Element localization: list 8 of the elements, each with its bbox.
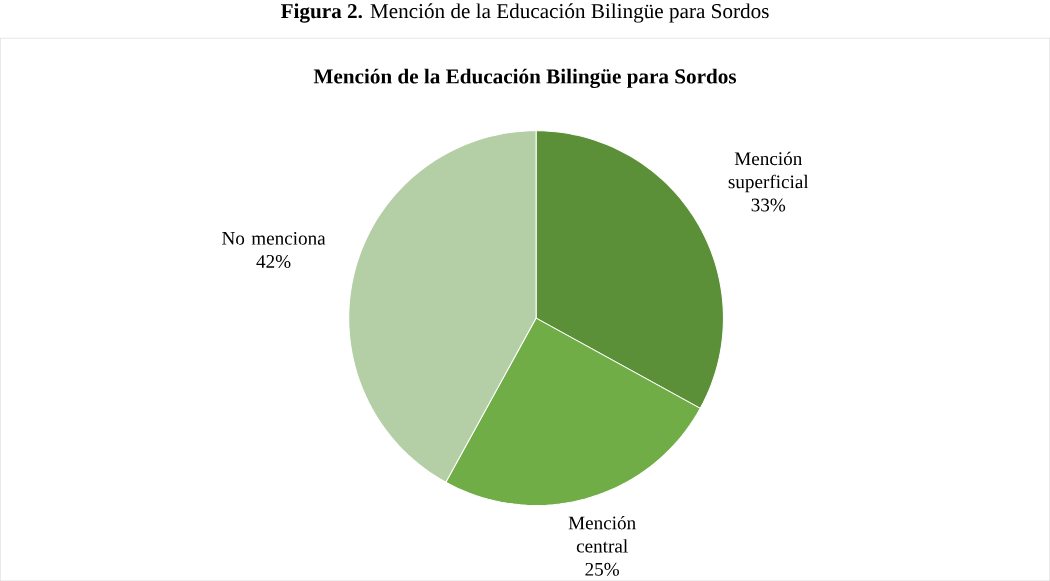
data-label: 42%	[256, 254, 291, 268]
data-label: 33%	[751, 198, 786, 212]
slice-label: Mención central	[568, 515, 636, 553]
slice-label: Mención superficial	[728, 151, 809, 193]
data-label: 25%	[585, 562, 620, 576]
slice-label: No menciona	[222, 231, 326, 245]
text: Figura 2. Mención de la Educación Bilingüe para Sordos	[280, 3, 769, 23]
chart-title: Mención de la Educación Bilingüe para Sordos	[313, 68, 737, 88]
